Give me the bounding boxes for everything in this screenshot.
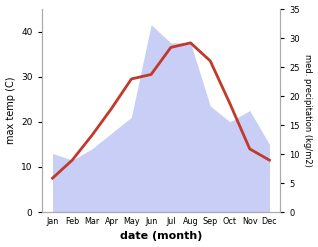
Y-axis label: med. precipitation (kg/m2): med. precipitation (kg/m2) — [303, 54, 313, 167]
Y-axis label: max temp (C): max temp (C) — [5, 77, 16, 144]
X-axis label: date (month): date (month) — [120, 231, 202, 242]
